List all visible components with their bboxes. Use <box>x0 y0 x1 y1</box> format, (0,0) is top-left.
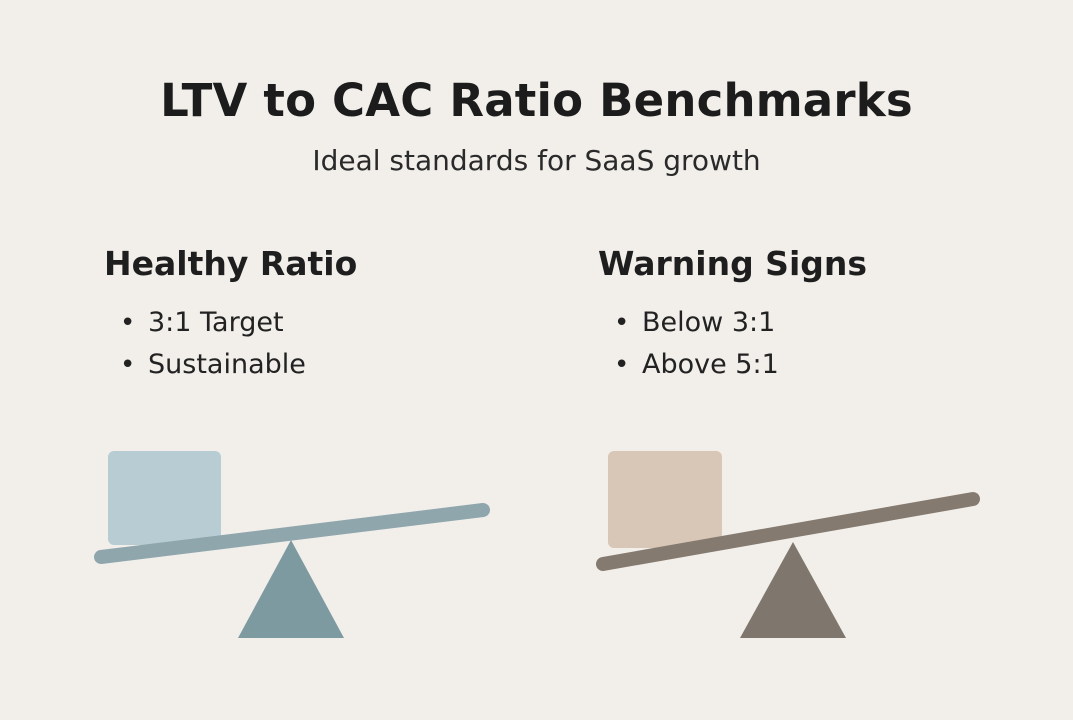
healthy-fulcrum <box>238 540 344 638</box>
healthy-beam <box>94 503 490 564</box>
healthy-light-block <box>108 451 221 545</box>
healthy-bullet-target: 3:1 Target <box>120 302 306 344</box>
warning-signs-heading: Warning Signs <box>598 244 868 283</box>
healthy-ratio-bullets: 3:1 Target Sustainable <box>120 302 306 386</box>
warning-signs-bullets: Below 3:1 Above 5:1 <box>614 302 779 386</box>
warning-bullet-above: Above 5:1 <box>614 344 779 386</box>
page-title: LTV to CAC Ratio Benchmarks <box>160 74 913 127</box>
healthy-bullet-sustainable: Sustainable <box>120 344 306 386</box>
healthy-ratio-heading: Healthy Ratio <box>104 244 358 283</box>
healthy-balance-scale <box>94 451 490 638</box>
page-subtitle: Ideal standards for SaaS growth <box>312 144 761 177</box>
warning-balance-scale <box>596 451 980 638</box>
warning-bullet-below: Below 3:1 <box>614 302 779 344</box>
warning-beam <box>596 492 980 571</box>
warning-fulcrum <box>740 542 846 638</box>
warning-light-block <box>608 451 722 548</box>
